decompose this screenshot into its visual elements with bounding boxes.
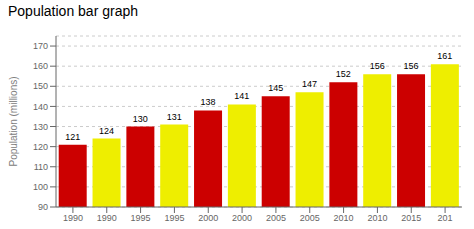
svg-text:131: 131 — [167, 112, 182, 122]
svg-text:170: 170 — [33, 41, 48, 51]
svg-text:2005: 2005 — [300, 213, 320, 223]
svg-text:100: 100 — [33, 182, 48, 192]
svg-text:160: 160 — [33, 61, 48, 71]
svg-text:1990: 1990 — [63, 213, 83, 223]
svg-text:120: 120 — [33, 142, 48, 152]
svg-text:156: 156 — [404, 61, 419, 71]
svg-text:145: 145 — [268, 83, 283, 93]
svg-text:150: 150 — [33, 81, 48, 91]
svg-text:1990: 1990 — [97, 213, 117, 223]
svg-text:140: 140 — [33, 102, 48, 112]
svg-text:1995: 1995 — [131, 213, 151, 223]
svg-text:2010: 2010 — [367, 213, 387, 223]
svg-text:2005: 2005 — [266, 213, 286, 223]
svg-text:152: 152 — [336, 69, 351, 79]
svg-text:2010: 2010 — [334, 213, 354, 223]
html-text:Population bar graph: Population bar graph — [8, 3, 138, 19]
svg-text:130: 130 — [33, 122, 48, 132]
svg-text:121: 121 — [65, 132, 80, 142]
svg-text:156: 156 — [370, 61, 385, 71]
svg-text:161: 161 — [437, 51, 452, 61]
svg-text:147: 147 — [302, 79, 317, 89]
svg-text:1995: 1995 — [164, 213, 184, 223]
svg-text:90: 90 — [38, 202, 48, 212]
svg-text:138: 138 — [201, 97, 216, 107]
svg-text:2000: 2000 — [232, 213, 252, 223]
svg-text:Population (millions): Population (millions) — [8, 76, 19, 166]
svg-text:110: 110 — [34, 162, 48, 172]
svg-text:2000: 2000 — [198, 213, 218, 223]
svg-text:201: 201 — [438, 213, 453, 223]
svg-text:124: 124 — [99, 126, 114, 136]
svg-text:130: 130 — [133, 114, 148, 124]
svg-text:141: 141 — [234, 91, 249, 101]
svg-text:2015: 2015 — [401, 213, 421, 223]
